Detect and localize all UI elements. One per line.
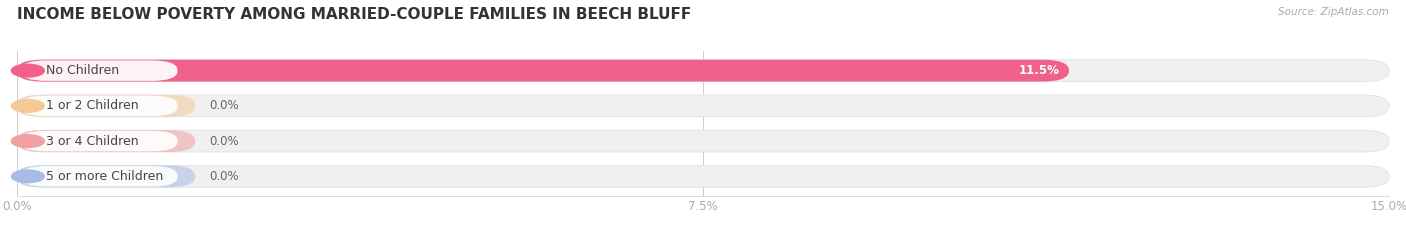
FancyBboxPatch shape (17, 165, 1389, 187)
Text: 0.0%: 0.0% (209, 170, 239, 183)
Text: 5 or more Children: 5 or more Children (46, 170, 163, 183)
Circle shape (11, 64, 45, 77)
Text: 0.0%: 0.0% (209, 99, 239, 112)
FancyBboxPatch shape (21, 131, 177, 151)
Circle shape (11, 135, 45, 147)
FancyBboxPatch shape (17, 165, 195, 187)
Text: 11.5%: 11.5% (1019, 64, 1060, 77)
FancyBboxPatch shape (17, 60, 1069, 82)
FancyBboxPatch shape (21, 96, 177, 116)
Circle shape (11, 99, 45, 112)
Text: 0.0%: 0.0% (209, 135, 239, 148)
FancyBboxPatch shape (17, 130, 1389, 152)
Text: 1 or 2 Children: 1 or 2 Children (46, 99, 139, 112)
Circle shape (11, 170, 45, 183)
FancyBboxPatch shape (21, 60, 177, 81)
Text: 3 or 4 Children: 3 or 4 Children (46, 135, 139, 148)
FancyBboxPatch shape (17, 95, 195, 117)
FancyBboxPatch shape (21, 166, 177, 187)
FancyBboxPatch shape (17, 60, 1389, 82)
Text: INCOME BELOW POVERTY AMONG MARRIED-COUPLE FAMILIES IN BEECH BLUFF: INCOME BELOW POVERTY AMONG MARRIED-COUPL… (17, 7, 692, 22)
FancyBboxPatch shape (17, 130, 195, 152)
Text: No Children: No Children (46, 64, 120, 77)
Text: Source: ZipAtlas.com: Source: ZipAtlas.com (1278, 7, 1389, 17)
FancyBboxPatch shape (17, 95, 1389, 117)
